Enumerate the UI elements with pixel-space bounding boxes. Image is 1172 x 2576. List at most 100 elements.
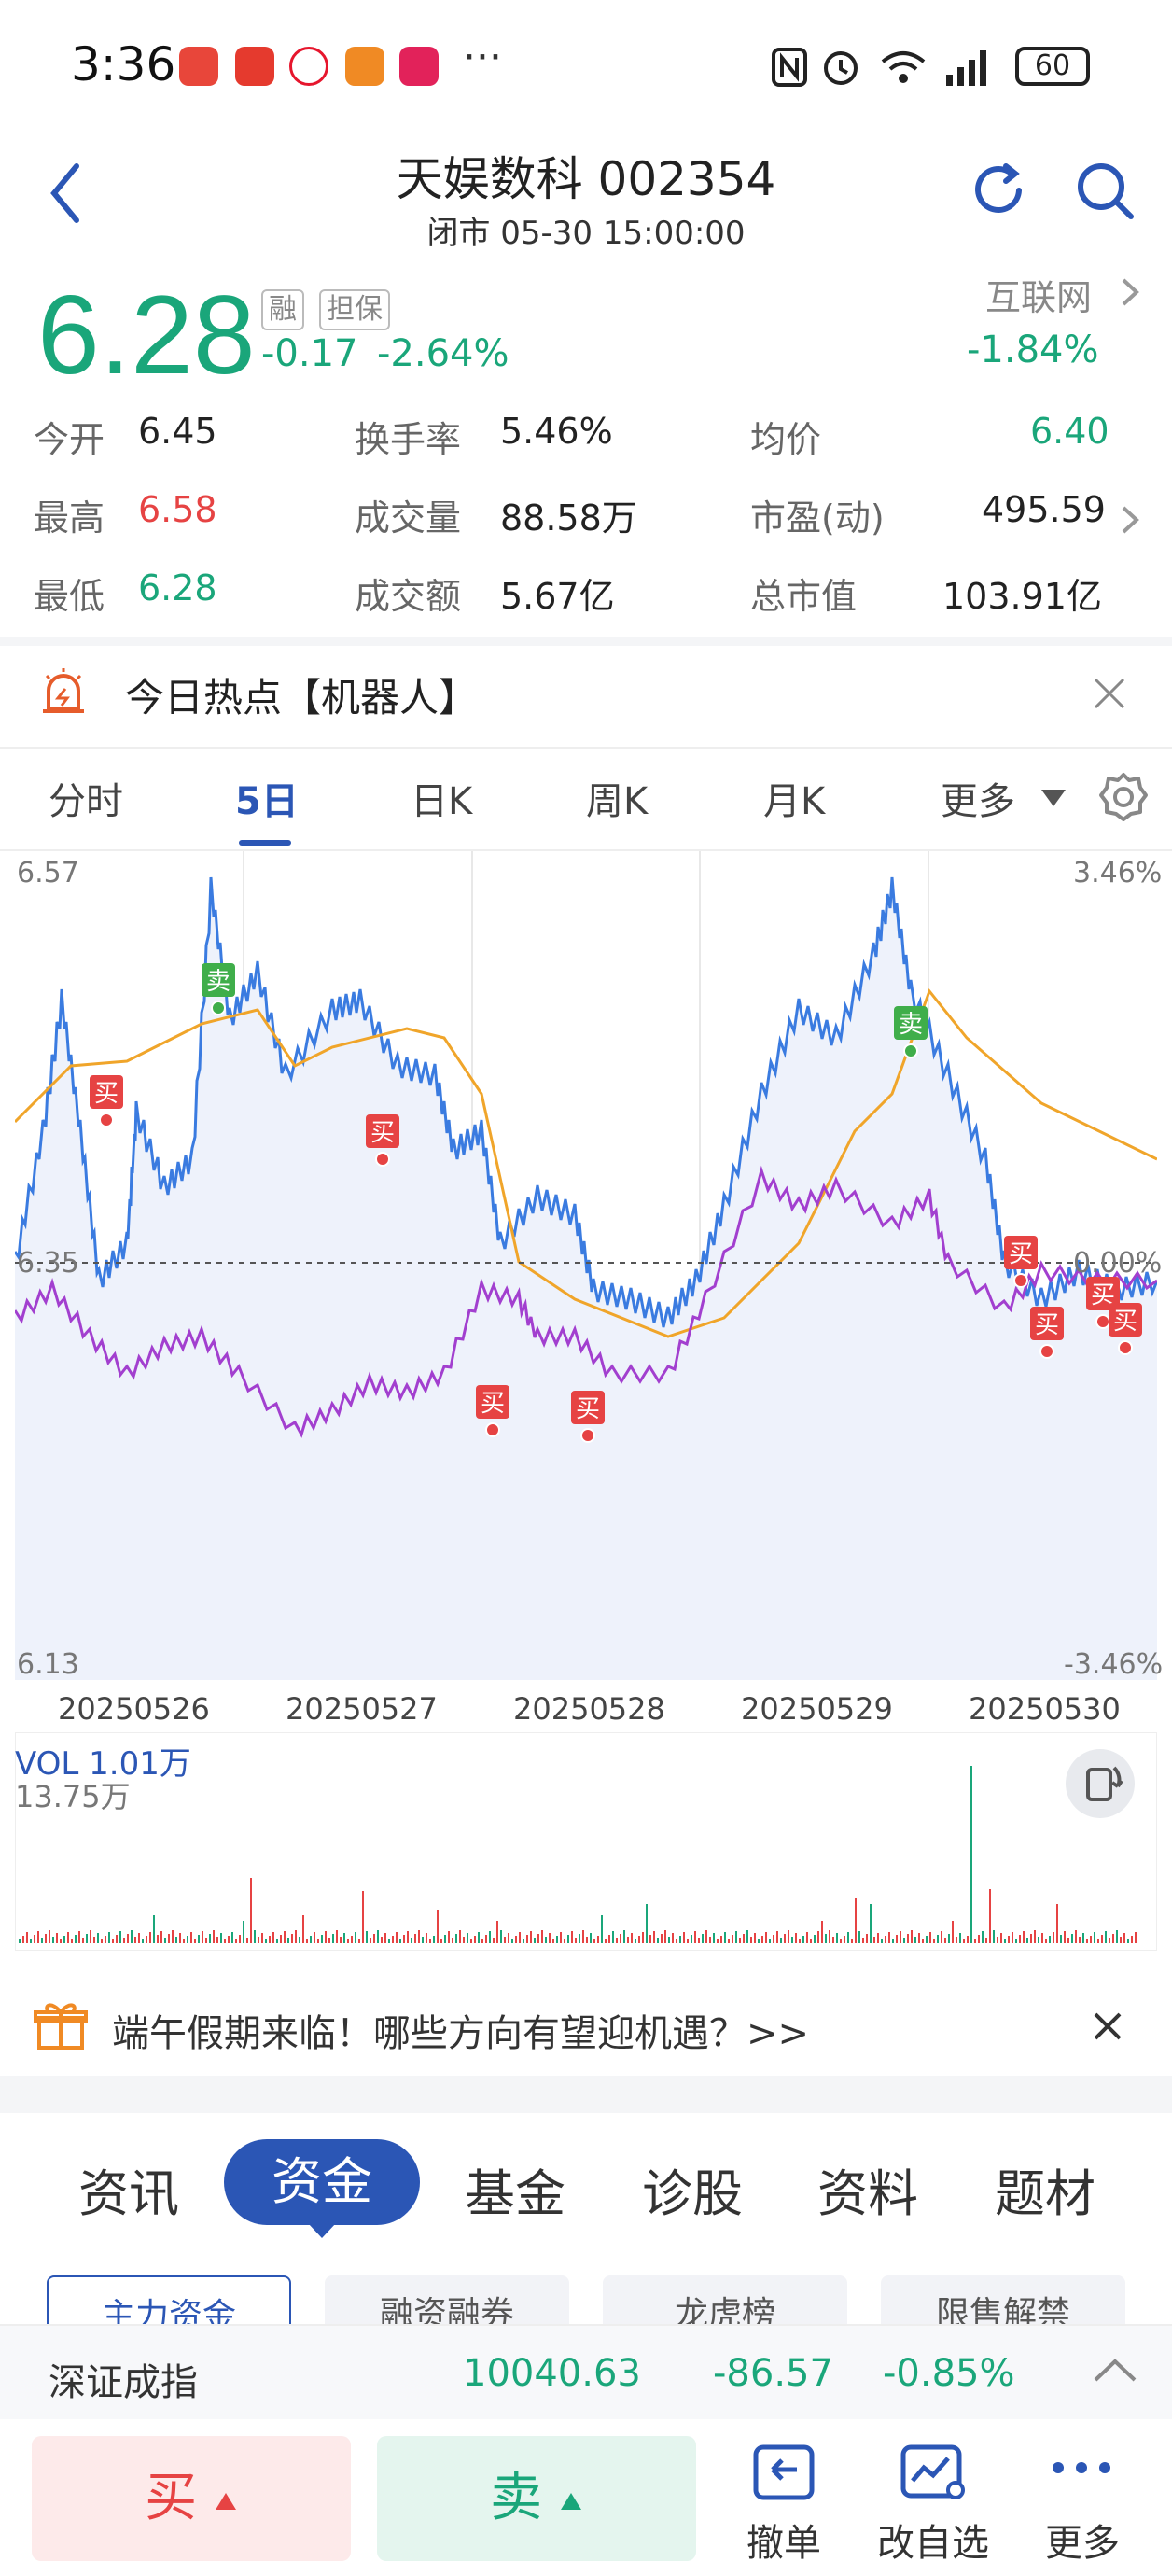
chevron-right-icon[interactable]	[1120, 504, 1140, 536]
volume-bar	[840, 1939, 842, 1943]
volume-bar	[160, 1931, 162, 1943]
volume-bar	[93, 1937, 95, 1943]
volume-max: 13.75万	[15, 1779, 131, 1814]
volume-bar	[1127, 1939, 1129, 1943]
volume-bar	[216, 1937, 218, 1943]
volume-bar	[567, 1935, 569, 1943]
back-icon[interactable]	[47, 161, 84, 226]
hot-topic-text: 今日热点【机器人】	[125, 675, 479, 721]
volume-bar	[638, 1936, 640, 1943]
stat-label-low: 最低	[34, 576, 105, 617]
volume-bar	[735, 1931, 737, 1943]
svg-text:卖: 卖	[899, 1011, 923, 1039]
volume-bar	[926, 1936, 928, 1943]
pct-axis-mid: 0.00%	[1073, 1247, 1163, 1280]
rotate-fullscreen-button[interactable]	[1066, 1749, 1135, 1818]
volume-bar	[269, 1936, 271, 1943]
volume-bar	[452, 1938, 453, 1943]
tab-daily-k[interactable]: 日K	[411, 780, 473, 823]
volume-bar	[836, 1933, 838, 1943]
dropdown-arrow-icon[interactable]	[1039, 788, 1067, 808]
tab-fund[interactable]: 基金	[465, 2164, 565, 2223]
volume-bar	[138, 1933, 140, 1943]
volume-bar	[448, 1931, 450, 1943]
volume-bar	[556, 1936, 558, 1943]
volume-bar	[157, 1935, 159, 1943]
chevron-up-icon[interactable]	[1092, 2356, 1138, 2384]
volume-bar	[799, 1939, 801, 1943]
sell-button[interactable]: 卖	[377, 2436, 696, 2561]
stat-value-amount: 5.67亿	[500, 576, 615, 617]
volume-bar	[280, 1935, 282, 1943]
volume-bar	[429, 1939, 431, 1943]
volume-bar	[814, 1935, 816, 1943]
volume-bar	[646, 1904, 648, 1943]
tab-monthly-k[interactable]: 月K	[763, 780, 826, 823]
volume-bar	[414, 1934, 416, 1943]
volume-bar	[467, 1933, 468, 1943]
buy-marker: 买	[1109, 1303, 1142, 1355]
volume-bar	[362, 1891, 364, 1943]
volume-bar	[71, 1939, 73, 1943]
volume-bar	[590, 1933, 592, 1943]
volume-bar	[941, 1931, 942, 1943]
volume-bar	[444, 1935, 446, 1943]
volume-bar	[302, 1915, 304, 1943]
volume-bar	[832, 1937, 834, 1943]
volume-bar	[821, 1921, 823, 1943]
volume-bar	[261, 1933, 263, 1943]
volume-bar	[470, 1939, 472, 1943]
index-ticker-bar[interactable]	[0, 2324, 1172, 2419]
tab-themes[interactable]: 题材	[995, 2164, 1095, 2223]
volume-bar	[997, 1937, 998, 1943]
tab-news[interactable]: 资讯	[78, 2164, 179, 2223]
volume-bar	[317, 1939, 319, 1943]
arrow-up-icon	[215, 2492, 236, 2510]
status-time: 3:36	[71, 37, 176, 91]
search-icon[interactable]	[1075, 161, 1137, 222]
tab-5day[interactable]: 5日	[235, 780, 299, 823]
settings-gear-icon[interactable]	[1097, 771, 1150, 823]
tab-more[interactable]: 更多	[941, 780, 1015, 823]
volume-bar	[1053, 1932, 1054, 1943]
close-icon[interactable]	[1092, 2010, 1123, 2042]
volume-bar	[235, 1939, 237, 1943]
volume-bar	[631, 1933, 633, 1943]
sell-marker: 卖	[202, 963, 235, 1015]
tab-profile[interactable]: 资料	[817, 2164, 918, 2223]
stat-label-pe: 市盈(动)	[750, 497, 885, 539]
volume-bar	[982, 1931, 984, 1943]
volume-bar	[900, 1931, 901, 1943]
volume-bar	[22, 1936, 24, 1943]
volume-bar	[511, 1939, 513, 1943]
volume-bar	[668, 1937, 670, 1943]
refresh-icon[interactable]	[969, 161, 1030, 222]
volume-bar	[593, 1939, 595, 1943]
volume-bar	[802, 1936, 804, 1943]
volume-bar	[750, 1937, 752, 1943]
tab-funds-flow[interactable]: 资金	[224, 2139, 420, 2225]
volume-bar	[784, 1934, 786, 1943]
stat-value-market-cap: 103.91亿	[942, 576, 1102, 617]
tab-diagnosis[interactable]: 诊股	[642, 2164, 743, 2223]
tab-weekly-k[interactable]: 周K	[586, 780, 649, 823]
volume-chart[interactable]	[15, 1732, 1157, 1951]
volume-bar	[661, 1934, 663, 1943]
volume-bar	[773, 1935, 774, 1943]
volume-bar	[332, 1934, 334, 1943]
volume-bar	[119, 1931, 121, 1943]
chevron-right-icon	[1122, 278, 1139, 306]
tab-intraday[interactable]: 分时	[49, 780, 123, 823]
close-icon[interactable]	[1092, 676, 1127, 711]
volume-bar	[1086, 1939, 1088, 1943]
volume-bar	[885, 1936, 886, 1943]
volume-bar	[702, 1934, 704, 1943]
volume-bar	[183, 1939, 185, 1943]
volume-bar	[1082, 1933, 1084, 1943]
volume-bar	[295, 1930, 297, 1943]
buy-button[interactable]: 买	[32, 2436, 351, 2561]
volume-bar	[788, 1930, 789, 1943]
volume-bar	[112, 1939, 114, 1943]
volume-bar	[728, 1939, 730, 1943]
